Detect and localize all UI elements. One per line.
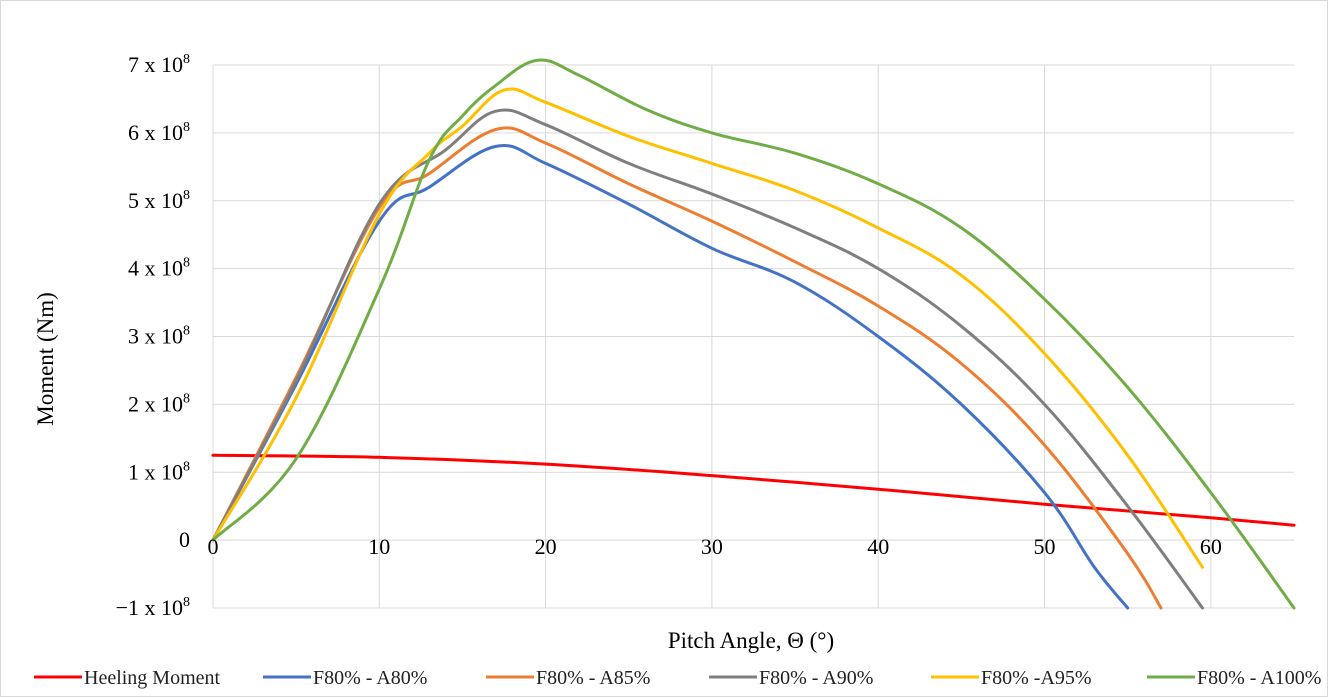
x-tick-labels: 0 10 20 30 40 50 60	[208, 534, 1222, 559]
legend-label: F80% - A100%	[1197, 667, 1321, 689]
series-line-4	[211, 108, 1204, 610]
x-tick-label: 50	[1034, 534, 1056, 559]
legend-label: Heeling Moment	[84, 667, 221, 689]
x-tick-label: 20	[535, 534, 557, 559]
x-tick-label: 60	[1200, 534, 1222, 559]
x-tick-label: 0	[208, 534, 219, 559]
y-tick-label: 5 x 108	[128, 188, 190, 213]
y-tick-label: 6 x 108	[128, 120, 190, 145]
legend-label: F80% - A90%	[759, 667, 873, 689]
y-tick-labels: −1 x 108 0 1 x 108 2 x 108 3 x 108 4 x 108 5 x…	[116, 52, 190, 620]
y-tick-label: 7 x 108	[128, 52, 190, 77]
x-tick-label: 30	[701, 534, 723, 559]
y-tick-label: 2 x 108	[128, 391, 190, 416]
series-line-6	[211, 58, 1296, 610]
series-line-5	[211, 87, 1204, 569]
y-tick-label: 1 x 108	[128, 459, 190, 484]
y-tick-label: −1 x 108	[116, 595, 190, 620]
legend-label: F80% - A85%	[536, 667, 650, 689]
series-line-2	[211, 144, 1130, 610]
y-axis-title: Moment (Nm)	[33, 292, 58, 426]
x-axis-title: Pitch Angle, Θ (°)	[668, 628, 834, 653]
y-tick-label: 0	[179, 527, 190, 552]
series-line-1	[211, 453, 1296, 527]
series-lines	[211, 58, 1296, 610]
series-line-3	[211, 126, 1163, 610]
x-tick-label: 10	[368, 534, 390, 559]
legend: Heeling Moment F80% - A80% F80% - A85% F80%…	[34, 667, 1321, 689]
x-tick-label: 40	[867, 534, 889, 559]
y-tick-label: 4 x 108	[128, 256, 190, 281]
y-tick-label: 3 x 108	[128, 324, 190, 349]
legend-label: F80% - A80%	[313, 667, 427, 689]
gridlines	[212, 64, 1294, 609]
legend-label: F80% -A95%	[981, 667, 1092, 689]
